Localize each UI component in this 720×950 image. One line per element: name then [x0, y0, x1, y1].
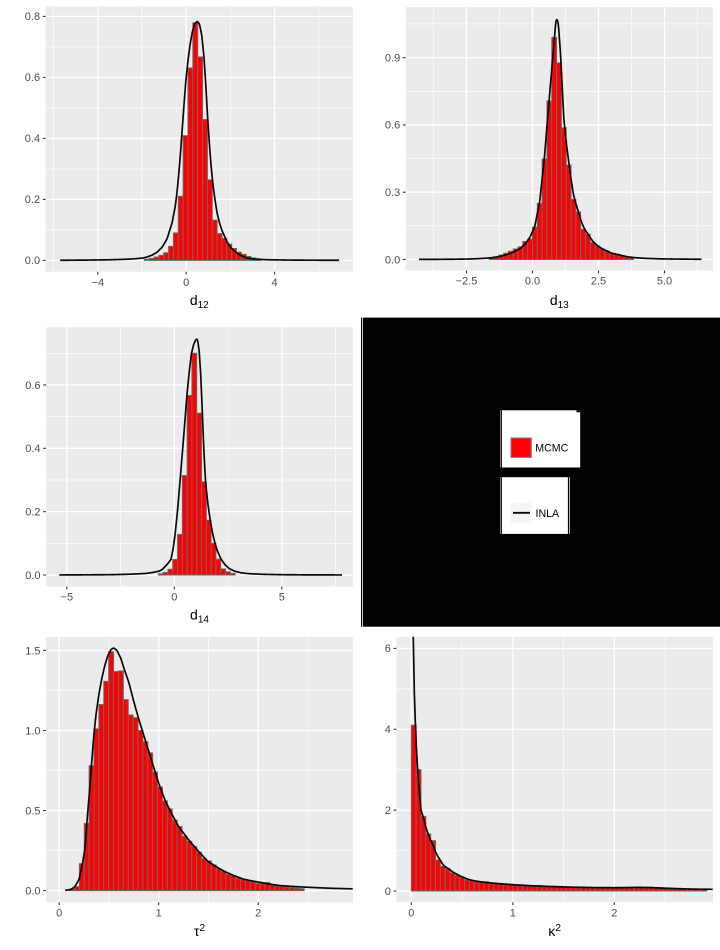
svg-text:0.2: 0.2	[25, 194, 40, 206]
svg-text:4: 4	[272, 277, 278, 289]
svg-text:0.2: 0.2	[25, 506, 40, 518]
svg-text:0.8: 0.8	[25, 11, 40, 23]
svg-text:0.0: 0.0	[385, 254, 400, 266]
svg-text:0: 0	[183, 277, 189, 289]
svg-text:0.5: 0.5	[25, 805, 40, 817]
svg-text:0: 0	[408, 907, 414, 919]
svg-text:0.6: 0.6	[385, 120, 400, 132]
svg-text:−4: −4	[92, 277, 105, 289]
svg-text:τ2: τ2	[194, 922, 206, 939]
svg-text:0.6: 0.6	[25, 380, 40, 392]
svg-text:6: 6	[385, 643, 391, 655]
svg-text:0.0: 0.0	[25, 570, 40, 582]
svg-text:1.0: 1.0	[25, 725, 40, 737]
svg-text:0: 0	[171, 592, 177, 604]
svg-text:INLA: INLA	[536, 508, 560, 520]
svg-text:0: 0	[56, 908, 62, 920]
svg-text:5.0: 5.0	[657, 276, 672, 288]
svg-text:−2.5: −2.5	[456, 276, 478, 288]
svg-text:0.0: 0.0	[25, 885, 40, 897]
svg-text:0.6: 0.6	[25, 72, 40, 84]
svg-text:2: 2	[255, 908, 261, 920]
svg-text:5: 5	[279, 592, 285, 604]
svg-text:−5: −5	[61, 592, 74, 604]
svg-text:0: 0	[385, 886, 391, 898]
svg-text:2.5: 2.5	[591, 276, 606, 288]
svg-text:0.4: 0.4	[25, 443, 40, 455]
svg-text:MCMC: MCMC	[535, 443, 568, 455]
svg-text:0.0: 0.0	[525, 276, 540, 288]
svg-text:0.3: 0.3	[385, 187, 400, 199]
svg-text:0.0: 0.0	[25, 255, 40, 267]
svg-text:0.4: 0.4	[25, 133, 40, 145]
svg-text:2: 2	[385, 805, 391, 817]
svg-text:2: 2	[611, 907, 617, 919]
svg-text:1.5: 1.5	[25, 645, 40, 657]
svg-text:1: 1	[156, 908, 162, 920]
svg-text:1: 1	[510, 907, 516, 919]
svg-text:4: 4	[385, 724, 391, 736]
svg-text:0.9: 0.9	[385, 52, 400, 64]
